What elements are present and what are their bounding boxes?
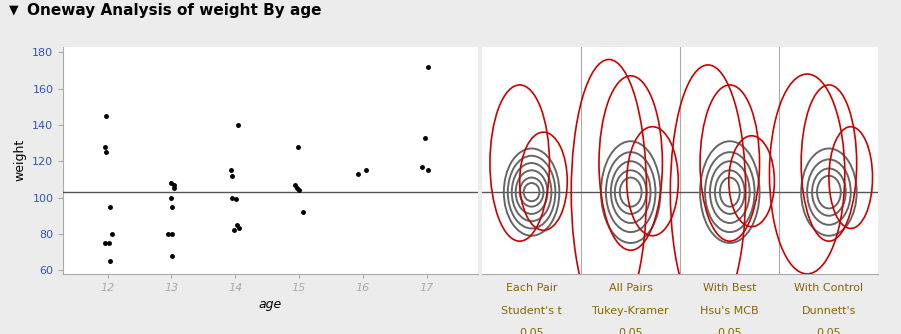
Text: 0.05: 0.05	[816, 328, 842, 334]
Text: With Control: With Control	[795, 283, 863, 293]
Text: Each Pair: Each Pair	[505, 283, 558, 293]
Text: 0.05: 0.05	[618, 328, 643, 334]
Text: 0.05: 0.05	[519, 328, 544, 334]
Text: 0.05: 0.05	[717, 328, 742, 334]
Y-axis label: weight: weight	[14, 139, 27, 181]
Text: Hsu's MCB: Hsu's MCB	[700, 306, 760, 316]
Text: ▼: ▼	[9, 3, 23, 16]
X-axis label: age: age	[259, 299, 282, 312]
Text: Oneway Analysis of weight By age: Oneway Analysis of weight By age	[27, 3, 322, 18]
Text: Student's t: Student's t	[501, 306, 562, 316]
Text: With Best: With Best	[703, 283, 757, 293]
Text: Tukey-Kramer: Tukey-Kramer	[592, 306, 669, 316]
Text: Dunnett's: Dunnett's	[802, 306, 856, 316]
Text: All Pairs: All Pairs	[609, 283, 652, 293]
